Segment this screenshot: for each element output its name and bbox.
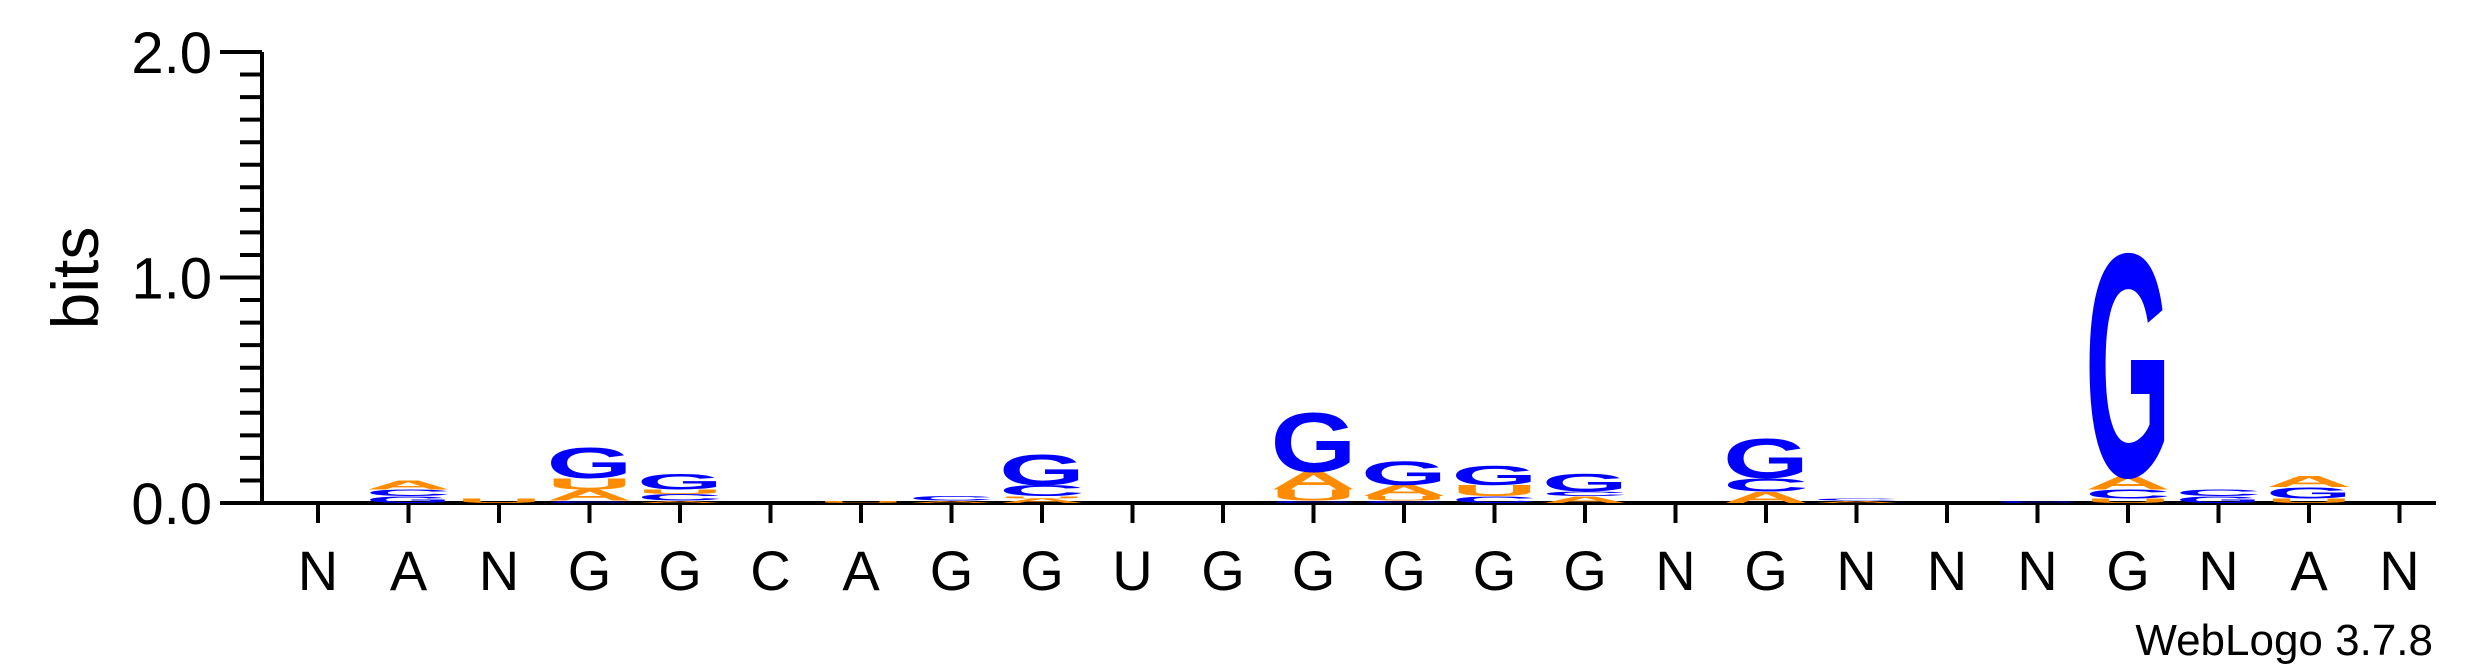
letter-C: C	[1271, 500, 1357, 503]
x-tick-label: N	[479, 539, 519, 602]
letter-C: C	[2176, 488, 2262, 498]
letter-stack: U	[456, 497, 542, 504]
letter-G: G	[999, 445, 1085, 494]
x-tick-label: G	[1473, 539, 1517, 602]
letter-A: A	[2085, 473, 2171, 494]
letter-U: U	[547, 475, 633, 493]
x-tick-label: A	[842, 539, 880, 602]
letter-U: U	[999, 496, 1085, 499]
letter-stack: CUG	[1452, 460, 1538, 505]
letter-G: G	[366, 494, 452, 505]
x-tick-label: G	[1382, 539, 1426, 602]
x-tick-label: G	[1744, 539, 1788, 602]
letter-stack: C	[1995, 500, 2081, 503]
letter-U: U	[1361, 495, 1447, 502]
y-tick-label: 1.0	[131, 247, 212, 312]
letter-U: U	[1452, 482, 1538, 500]
letter-A: A	[547, 487, 633, 505]
letter-stack: GC	[2176, 488, 2262, 505]
letter-U: U	[637, 488, 723, 495]
letter-C: C	[637, 492, 723, 502]
letter-A: A	[999, 497, 1085, 504]
letter-C: C	[1995, 500, 2081, 503]
letter-G: G	[1361, 454, 1447, 492]
letter-C: C	[1452, 495, 1538, 505]
letter-A: A	[909, 500, 995, 503]
letter-stack: ACG	[1723, 427, 1809, 506]
weblogo-credit: WebLogo 3.7.8	[2135, 616, 2433, 665]
x-tick-label: G	[658, 539, 702, 602]
letter-C: C	[547, 500, 633, 503]
letter-A: A	[2266, 473, 2352, 491]
x-tick-label: G	[1201, 539, 1245, 602]
x-tick-label: N	[1836, 539, 1876, 602]
letter-A: A	[1814, 500, 1900, 503]
letter-C: C	[999, 482, 1085, 500]
letter-U: U	[2085, 497, 2171, 504]
letter-G: G	[1723, 427, 1809, 490]
letter-stack: U	[818, 500, 904, 503]
x-tick-label: N	[298, 539, 338, 602]
letter-U: U	[818, 500, 904, 503]
letter-C: C	[1814, 498, 1900, 501]
x-tick-label: N	[1655, 539, 1695, 602]
letter-C: C	[1542, 491, 1628, 498]
y-tick-label: 2.0	[131, 21, 212, 86]
letter-G: G	[2266, 484, 2352, 501]
letter-A: A	[366, 478, 452, 492]
letter-U: U	[1271, 487, 1357, 505]
x-tick-label: G	[568, 539, 612, 602]
letter-G: G	[1542, 469, 1628, 497]
letter-G: G	[2176, 494, 2262, 505]
letter-C: C	[2085, 487, 2171, 501]
x-tick-label: G	[1292, 539, 1336, 602]
letter-A: A	[1542, 495, 1628, 505]
letter-stack: AC	[1814, 498, 1900, 504]
x-tick-label: G	[2106, 539, 2150, 602]
x-tick-label: G	[930, 539, 974, 602]
letter-stack: ACG	[1542, 469, 1628, 505]
letter-stack: AC	[909, 495, 995, 504]
x-tick-label: N	[2198, 539, 2238, 602]
letter-C: C	[909, 495, 995, 502]
letter-stack: UGA	[2266, 473, 2352, 504]
letter-A: A	[1723, 489, 1809, 507]
letter-C: C	[1361, 500, 1447, 503]
x-ticks	[316, 503, 2402, 523]
x-tick-label: G	[1020, 539, 1064, 602]
y-tick-label: 0.0	[131, 472, 212, 537]
letter-G: G	[2085, 187, 2171, 544]
letter-G: G	[547, 439, 633, 488]
x-tick-label: G	[1563, 539, 1607, 602]
y-ticks: 0.0 1.0 2.0	[131, 21, 262, 537]
letter-U: U	[2266, 497, 2352, 504]
letter-stack: GCA	[366, 478, 452, 505]
letter-C: C	[1723, 475, 1809, 496]
letter-G: G	[1452, 460, 1538, 491]
x-tick-label: C	[750, 539, 790, 602]
letter-U: U	[456, 497, 542, 504]
x-tick-label: A	[390, 539, 428, 602]
y-axis-label: bits	[38, 227, 112, 330]
x-tick-label: N	[1927, 539, 1967, 602]
letter-C: C	[366, 488, 452, 498]
x-tick-label: A	[2290, 539, 2328, 602]
x-tick-label: N	[2017, 539, 2057, 602]
x-tick-label: U	[1112, 539, 1152, 602]
letter-A: A	[1271, 467, 1357, 495]
letter-A: A	[637, 500, 723, 503]
letter-G: G	[1271, 395, 1357, 490]
x-tick-label: N	[2379, 539, 2419, 602]
letter-G: G	[637, 470, 723, 494]
letter-A: A	[1361, 482, 1447, 500]
